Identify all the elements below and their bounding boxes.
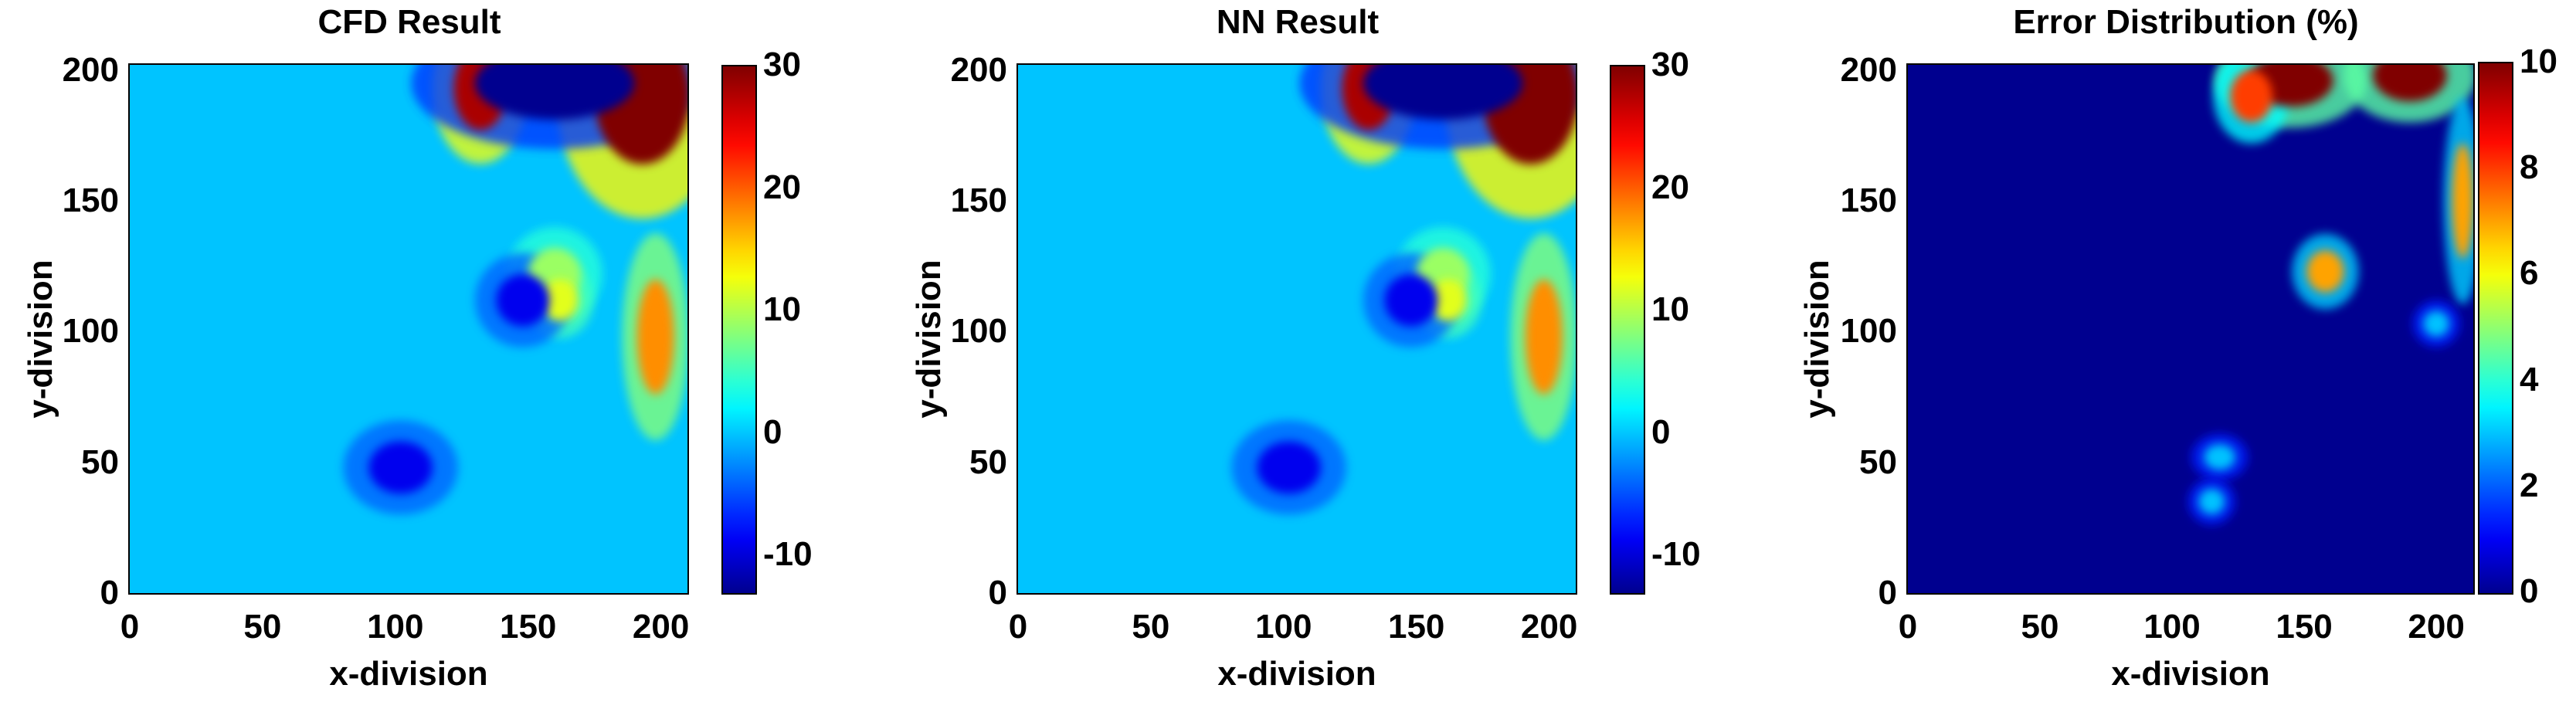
colorbar-tick-label: 10: [1651, 290, 1689, 329]
feature-high: [2306, 250, 2344, 293]
heatmap-plot-area: [1908, 65, 2473, 593]
colorbar: [2478, 62, 2513, 595]
feature-high: [2452, 143, 2473, 259]
y-tick-label: 100: [950, 312, 1007, 351]
x-tick-label: 200: [1520, 608, 1578, 646]
y-tick-label: 0: [1878, 574, 1897, 612]
feature-low: [474, 65, 635, 120]
y-tick-label: 150: [950, 181, 1007, 220]
heatmap-field: [343, 65, 687, 515]
x-tick-label: 150: [2276, 608, 2333, 646]
feature-low: [1257, 441, 1321, 494]
x-tick-label: 50: [1132, 608, 1170, 646]
feature-low: [1384, 273, 1438, 327]
y-tick-label: 200: [62, 50, 119, 89]
x-tick-label: 0: [120, 608, 140, 646]
colorbar-tick-label: 0: [763, 412, 782, 451]
y-tick-label: 50: [969, 442, 1007, 481]
feature-low: [496, 273, 550, 327]
x-tick-label: 150: [499, 608, 557, 646]
heatmap-plot-area: [130, 65, 687, 593]
x-tick-label: 100: [367, 608, 424, 646]
feature-high: [2373, 65, 2447, 102]
y-tick-label: 100: [62, 312, 119, 351]
feature-high: [1525, 279, 1563, 395]
heatmap-field: [2187, 65, 2473, 525]
feature-mid: [2198, 488, 2225, 515]
colorbar-tick-label: 30: [763, 46, 801, 83]
y-tick-label: 50: [81, 442, 119, 481]
x-tick-label: 0: [1008, 608, 1028, 646]
colorbar-tick-label: 8: [2520, 148, 2539, 187]
feature-mid: [1429, 279, 1468, 321]
colorbar-tick-label: -10: [763, 535, 813, 574]
colorbar-tick-label: 0: [1651, 412, 1671, 451]
panel-nn: NN Result y-division x-division 0 50 100 15…: [888, 0, 1746, 712]
heatmap-field: [1231, 65, 1576, 515]
heatmap-plot-area: [1018, 65, 1576, 593]
feature-mid: [2204, 443, 2236, 470]
colorbar-tick-label: -10: [1651, 535, 1701, 574]
x-tick-label: 50: [243, 608, 282, 646]
y-tick-label: 150: [1840, 181, 1897, 220]
colorbar: [721, 65, 757, 595]
y-tick-label: 0: [988, 574, 1007, 612]
x-axis-label: x-division: [1217, 655, 1376, 693]
feature-mid: [2423, 310, 2450, 337]
y-tick-label: 0: [100, 574, 119, 612]
feature-low: [1363, 65, 1523, 120]
panel-cfd: CFD Result y-division x-division 0 50 100 1…: [0, 0, 857, 712]
colorbar: [1610, 65, 1645, 595]
x-tick-label: 50: [2021, 608, 2059, 646]
colorbar-tick-label: 20: [763, 168, 801, 206]
panel-error: Error Distribution (%) y-division x-divi…: [1777, 0, 2576, 712]
feature-high: [2230, 70, 2273, 123]
colorbar-tick-label: 10: [763, 290, 801, 329]
x-tick-label: 100: [2143, 608, 2201, 646]
panel-title: Error Distribution (%): [2013, 3, 2359, 41]
colorbar-tick-label: 2: [2520, 466, 2539, 504]
feature-mid: [541, 279, 579, 321]
y-tick-label: 200: [1840, 50, 1897, 89]
colorbar-tick-label: 0: [2520, 572, 2539, 610]
y-tick-label: 150: [62, 181, 119, 220]
x-tick-label: 100: [1255, 608, 1312, 646]
colorbar-tick-label: 6: [2520, 254, 2539, 293]
x-tick-label: 200: [632, 608, 690, 646]
x-axis-label: x-division: [329, 655, 488, 693]
panel-title: CFD Result: [317, 3, 501, 41]
y-tick-label: 50: [1859, 442, 1897, 481]
x-axis-label: x-division: [2111, 655, 2270, 693]
colorbar-tick-label: 30: [1651, 46, 1689, 83]
x-tick-label: 200: [2408, 608, 2465, 646]
feature-high: [636, 279, 674, 395]
y-tick-label: 200: [950, 50, 1007, 89]
panel-title: NN Result: [1216, 3, 1380, 41]
x-tick-label: 0: [1898, 608, 1918, 646]
colorbar-tick-label: 20: [1651, 168, 1689, 206]
y-tick-label: 100: [1840, 312, 1897, 351]
colorbar-tick-label: 4: [2520, 360, 2539, 398]
x-tick-label: 150: [1387, 608, 1445, 646]
colorbar-tick-label: 10: [2520, 42, 2557, 80]
feature-low: [368, 441, 433, 494]
